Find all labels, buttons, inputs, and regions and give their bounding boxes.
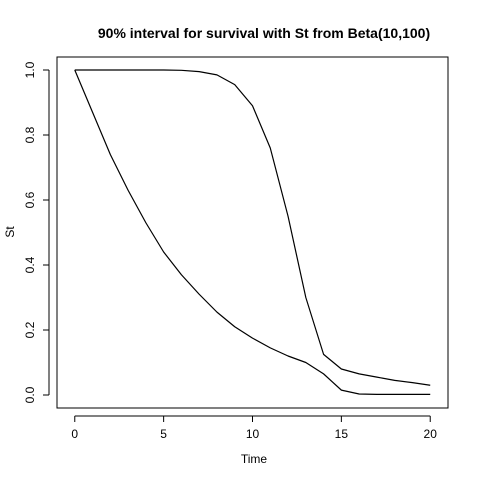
plot-frame xyxy=(56,56,449,409)
y-tick-label: 1.0 xyxy=(23,61,37,78)
x-axis-label: Time xyxy=(241,452,268,466)
y-tick-label: 0.4 xyxy=(23,256,37,273)
x-tick-label: 0 xyxy=(71,427,78,441)
x-tick-label: 5 xyxy=(160,427,167,441)
lower-bound-line xyxy=(74,69,431,395)
y-tick-label: 0.2 xyxy=(23,321,37,338)
x-tick-label: 15 xyxy=(335,427,349,441)
x-tick-label: 10 xyxy=(246,427,260,441)
x-axis: 0 5 10 15 20 xyxy=(71,415,438,441)
y-axis-label: St xyxy=(3,226,17,238)
y-tick-label: 0.8 xyxy=(23,126,37,143)
x-tick-label: 20 xyxy=(424,427,438,441)
y-axis: 0.0 0.2 0.4 0.6 0.8 1.0 xyxy=(23,61,50,403)
chart-title: 90% interval for survival with St from B… xyxy=(98,25,430,41)
y-tick-label: 0.0 xyxy=(23,386,37,403)
series-group xyxy=(74,69,431,395)
upper-bound-line xyxy=(74,69,431,386)
y-tick-label: 0.6 xyxy=(23,191,37,208)
